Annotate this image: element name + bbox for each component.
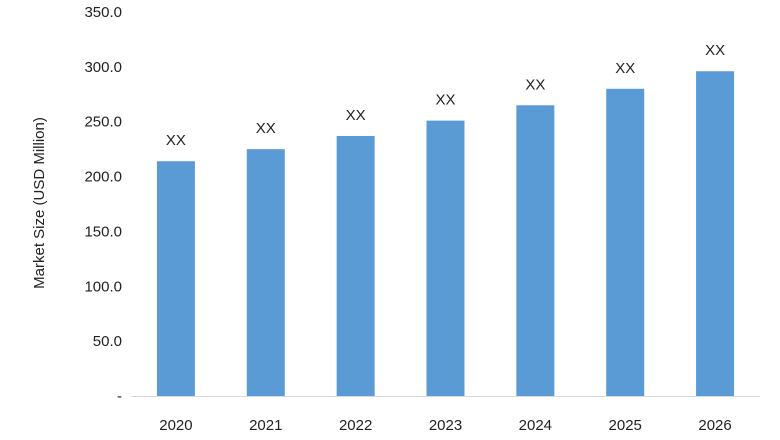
x-tick-label-2022: 2022 (339, 417, 372, 434)
y-tick-label: 350.0 (84, 4, 122, 21)
data-labels: XX XX XX XX XX XX XX (166, 42, 725, 149)
data-label-2024: XX (525, 76, 545, 93)
data-label-2026: XX (705, 42, 725, 59)
y-tick-label: 50.0 (93, 333, 122, 350)
y-tick-label: - (117, 388, 122, 405)
data-label-2025: XX (615, 60, 635, 77)
y-axis-ticks: - 50.0 100.0 150.0 200.0 250.0 300.0 350.0 (84, 4, 122, 405)
data-label-2021: XX (256, 120, 276, 137)
bars (156, 71, 735, 397)
x-tick-label-2024: 2024 (519, 417, 552, 434)
bar-2022 (336, 135, 375, 396)
data-label-2020: XX (166, 132, 186, 149)
x-tick-label-2023: 2023 (429, 417, 462, 434)
bar-2021 (246, 149, 285, 396)
data-label-2023: XX (435, 92, 455, 109)
x-tick-label-2026: 2026 (698, 417, 731, 434)
x-tick-label-2025: 2025 (609, 417, 642, 434)
bar-2023 (426, 120, 465, 397)
y-tick-label: 250.0 (84, 114, 122, 131)
y-tick-label: 150.0 (84, 223, 122, 240)
y-tick-label: 100.0 (84, 278, 122, 295)
x-tick-label-2021: 2021 (249, 417, 282, 434)
data-label-2022: XX (346, 107, 366, 124)
y-tick-label: 300.0 (84, 59, 122, 76)
x-axis-ticks: 2020 2021 2022 2023 2024 2025 2026 (159, 417, 732, 434)
y-axis-title: Market Size (USD Million) (31, 117, 48, 289)
bar-2024 (516, 105, 555, 396)
x-tick-label-2020: 2020 (159, 417, 192, 434)
bar-2026 (696, 71, 735, 396)
bar-2020 (156, 161, 195, 396)
bar-2025 (606, 88, 645, 397)
y-tick-label: 200.0 (84, 169, 122, 186)
